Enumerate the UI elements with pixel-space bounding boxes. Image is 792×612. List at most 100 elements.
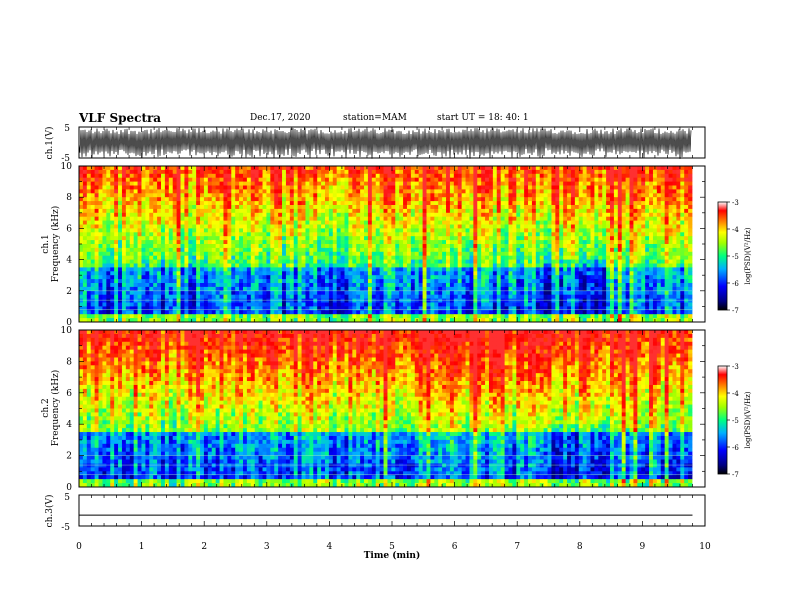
ch1-spectrogram-cell (676, 169, 681, 175)
ch1-spectrogram-cell (324, 279, 330, 284)
ch1-spectrogram-cell (473, 244, 478, 249)
ch1-spectrogram-cell (645, 259, 650, 264)
ch1-spectrogram-cell (387, 275, 392, 280)
ch1-spectrogram-cell (242, 228, 248, 233)
ch1-spectrogram-cell (606, 193, 611, 198)
ch1-spectrogram-cell (352, 283, 357, 288)
ch1-spectrogram-cell (86, 240, 92, 245)
ch1-spectrogram-cell (129, 173, 135, 179)
ch1-spectrogram-cell (668, 212, 673, 218)
ch1-spectrogram-cell (172, 208, 178, 214)
ch1-spectrogram-cell (270, 267, 275, 272)
ch1-spectrogram-cell (239, 232, 244, 237)
ch1-spectrogram-cell (266, 271, 271, 276)
ch1-spectrogram-cell (660, 166, 666, 171)
ch1-spectrogram-cell (656, 169, 662, 175)
ch1-spectrogram-cell (387, 236, 392, 241)
ch1-spectrogram-cell (176, 267, 181, 272)
ch1-spectrogram-cell (98, 216, 103, 221)
ch1-spectrogram-cell (379, 169, 384, 175)
ch1-spectrogram-cell (211, 173, 217, 179)
ch1-spectrogram-cell (293, 208, 299, 214)
ch1-spectrogram-cell (125, 181, 131, 186)
ch1-spectrogram-cell (242, 283, 248, 288)
ch1-spectrogram-cell (274, 255, 279, 260)
ch1-spectrogram-cell (200, 216, 205, 221)
ch1-spectrogram-cell (613, 228, 619, 233)
ch1-spectrogram-cell (481, 279, 486, 284)
ch1-spectrogram-cell (129, 271, 135, 276)
ch1-spectrogram-cell (621, 216, 627, 221)
ch1-spectrogram-cell (422, 201, 427, 206)
ch1-spectrogram-cell (176, 224, 181, 229)
ch1-spectrogram-cell (543, 216, 548, 221)
ch1-spectrogram-cell (406, 197, 412, 202)
ch1-spectrogram-cell (145, 197, 150, 202)
ch1-spectrogram-cell (582, 208, 587, 214)
ch1-spectrogram-cell (79, 224, 84, 229)
ch1-spectrogram-cell (606, 201, 611, 206)
ch1-spectrogram-cell (488, 212, 494, 218)
ch1-spectrogram-cell (356, 181, 361, 186)
ch1-spectrogram-cell (406, 259, 412, 264)
ch1-spectrogram-cell (602, 224, 607, 229)
ch1-spectrogram-cell (570, 205, 576, 210)
ch1-spectrogram-cell (574, 255, 580, 260)
ch1-spectrogram-cell (559, 283, 564, 288)
ch1-spectrogram-cell (426, 244, 431, 249)
ch1-spectrogram-cell (457, 216, 463, 221)
ch1-spectrogram-cell (652, 228, 658, 233)
ch1-spectrogram-cell (94, 185, 99, 190)
ch1-spectrogram-cell (516, 247, 521, 253)
ch1-spectrogram-cell (446, 271, 451, 276)
ch1-spectrogram-cell (164, 181, 170, 186)
ch1-spectrogram-cell (367, 283, 373, 288)
ch1-spectrogram-cell (485, 205, 490, 210)
ch1-spectrogram-cell (555, 251, 560, 257)
ch1-spectrogram-cell (559, 173, 564, 179)
ch1-spectrogram-cell (406, 255, 412, 260)
ch1-spectrogram-cell (102, 193, 107, 198)
ch1-spectrogram-cell (375, 275, 381, 280)
ch1-spectrogram-cell (305, 220, 310, 225)
ch1-spectrogram-cell (590, 267, 595, 272)
ch1-spectrogram-cell (410, 166, 416, 171)
ch1-spectrogram-cell (563, 255, 568, 260)
ch1-spectrogram-cell (434, 267, 439, 272)
ch1-spectrogram-cell (395, 201, 400, 206)
ch1-spectrogram-cell (125, 220, 131, 225)
ch1-spectrogram-cell (590, 169, 595, 175)
ch1-spectrogram-cell (438, 255, 443, 260)
ch1-spectrogram-cell (129, 189, 135, 194)
ch1-spectrogram-cell (223, 197, 228, 202)
ch1-spectrogram-cell (680, 166, 685, 171)
ch1-spectrogram-cell (106, 169, 111, 175)
ch1-spectrogram-cell (656, 275, 662, 280)
ch1-spectrogram-cell (481, 208, 486, 214)
ch1-spectrogram-cell (200, 244, 205, 249)
ch1-spectrogram-cell (449, 236, 455, 241)
ch1-spectrogram-cell (672, 193, 677, 198)
ch1-spectrogram-cell (114, 197, 119, 202)
ch1-spectrogram-cell (364, 197, 369, 202)
ch1-spectrogram-cell (82, 259, 88, 264)
ch1-spectrogram-cell (426, 169, 431, 175)
ch1-spectrogram-cell (414, 275, 420, 280)
ch1-spectrogram-cell (606, 247, 611, 253)
ch1-spectrogram-cell (477, 275, 482, 280)
ch1-spectrogram-cell (461, 220, 466, 225)
ch1-spectrogram-cell (231, 271, 236, 276)
ch1-spectrogram-cell (184, 263, 189, 268)
ch1-spectrogram-cell (461, 193, 466, 198)
ch1-spectrogram-cell (278, 255, 283, 260)
ch1-spectrogram-cell (684, 228, 689, 233)
ch1-spectrogram-cell (399, 166, 404, 171)
ch1-spectrogram-cell (688, 189, 693, 194)
ch1-spectrogram-cell (633, 259, 638, 264)
ch1-spectrogram-cell (184, 275, 189, 280)
ch1-spectrogram-cell (684, 267, 689, 272)
ch1-spectrogram-cell (196, 283, 201, 288)
ch1-spectrogram-cell (438, 166, 443, 171)
ch1-spectrogram-cell (375, 193, 381, 198)
ch1-spectrogram-cell (418, 205, 423, 210)
